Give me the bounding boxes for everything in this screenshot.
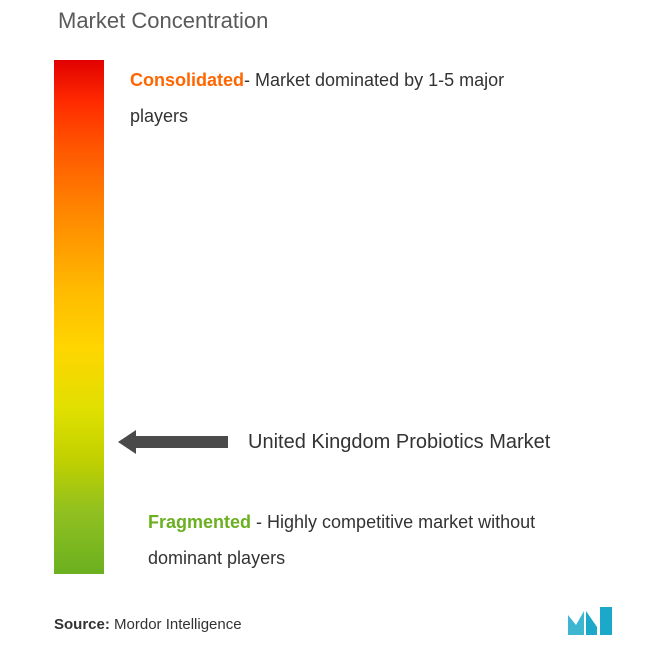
market-name-label: United Kingdom Probiotics Market bbox=[248, 431, 550, 454]
fragmented-annotation: Fragmented - Highly competitive market w… bbox=[148, 504, 578, 576]
consolidated-tag: Consolidated bbox=[130, 70, 244, 90]
concentration-gradient-bar bbox=[54, 60, 104, 574]
chart-title: Market Concentration bbox=[58, 8, 268, 34]
brand-logo-icon bbox=[568, 607, 614, 635]
arrow-left-icon bbox=[118, 430, 136, 454]
fragmented-tag: Fragmented bbox=[148, 512, 251, 532]
market-position-marker: United Kingdom Probiotics Market bbox=[118, 430, 550, 454]
source-label: Source: bbox=[54, 616, 114, 633]
arrow-shaft bbox=[136, 436, 228, 448]
consolidated-annotation: Consolidated- Market dominated by 1-5 ma… bbox=[130, 62, 530, 134]
source-attribution: Source: Mordor Intelligence bbox=[54, 616, 242, 633]
source-value: Mordor Intelligence bbox=[114, 616, 242, 633]
